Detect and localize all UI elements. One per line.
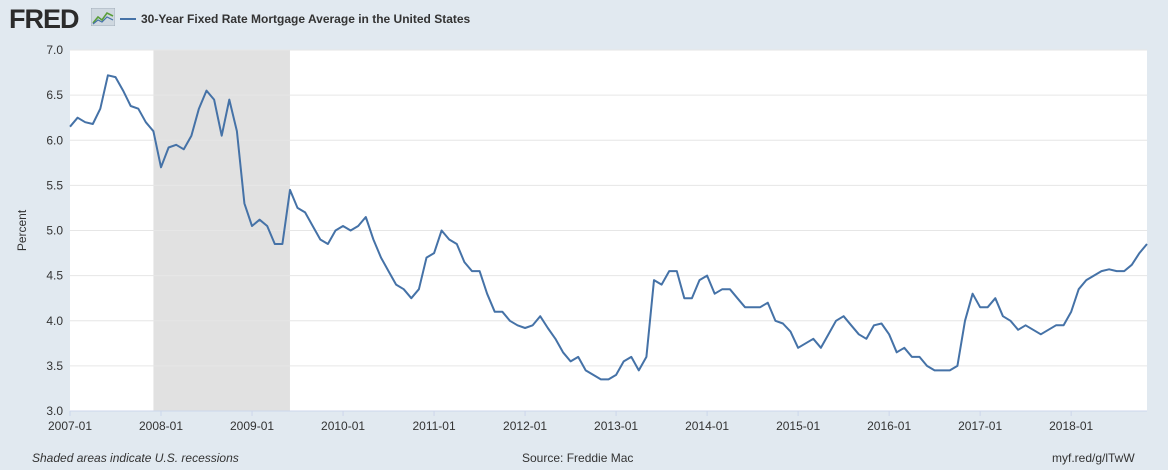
y-tick-label: 5.0	[46, 224, 63, 238]
y-tick-label: 4.0	[46, 314, 63, 328]
x-tick-label: 2017-01	[958, 419, 1002, 433]
short-url-link[interactable]: myf.red/g/lTwW	[1052, 451, 1135, 465]
y-tick-label: 6.5	[46, 88, 63, 102]
y-tick-label: 3.0	[46, 404, 63, 418]
x-tick-label: 2008-01	[139, 419, 183, 433]
y-tick-label: 7.0	[46, 43, 63, 57]
source-note: Source: Freddie Mac	[522, 451, 634, 465]
chart-header: FRED 30-Year Fixed Rate Mortgage Average…	[0, 0, 1168, 42]
y-tick-label: 6.0	[46, 133, 63, 147]
y-tick-label: 3.5	[46, 359, 63, 373]
y-tick-label: 4.5	[46, 269, 63, 283]
x-tick-label: 2018-01	[1049, 419, 1093, 433]
y-axis-label: Percent	[15, 209, 29, 251]
legend-swatch	[120, 18, 136, 20]
y-tick-label: 5.5	[46, 178, 63, 192]
x-tick-label: 2012-01	[503, 419, 547, 433]
x-tick-label: 2010-01	[321, 419, 365, 433]
x-tick-label: 2007-01	[48, 419, 92, 433]
x-tick-label: 2014-01	[685, 419, 729, 433]
x-tick-label: 2013-01	[594, 419, 638, 433]
legend[interactable]: 30-Year Fixed Rate Mortgage Average in t…	[120, 12, 470, 26]
x-tick-label: 2011-01	[412, 419, 455, 433]
fred-logo[interactable]: FRED	[9, 4, 79, 34]
series-line[interactable]	[69, 74, 1148, 381]
recession-note: Shaded areas indicate U.S. recessions	[32, 451, 239, 465]
x-tick-label: 2015-01	[776, 419, 820, 433]
fred-graph-icon	[91, 8, 115, 26]
x-tick-label: 2009-01	[230, 419, 274, 433]
legend-label: 30-Year Fixed Rate Mortgage Average in t…	[141, 12, 471, 26]
x-tick-label: 2016-01	[867, 419, 911, 433]
